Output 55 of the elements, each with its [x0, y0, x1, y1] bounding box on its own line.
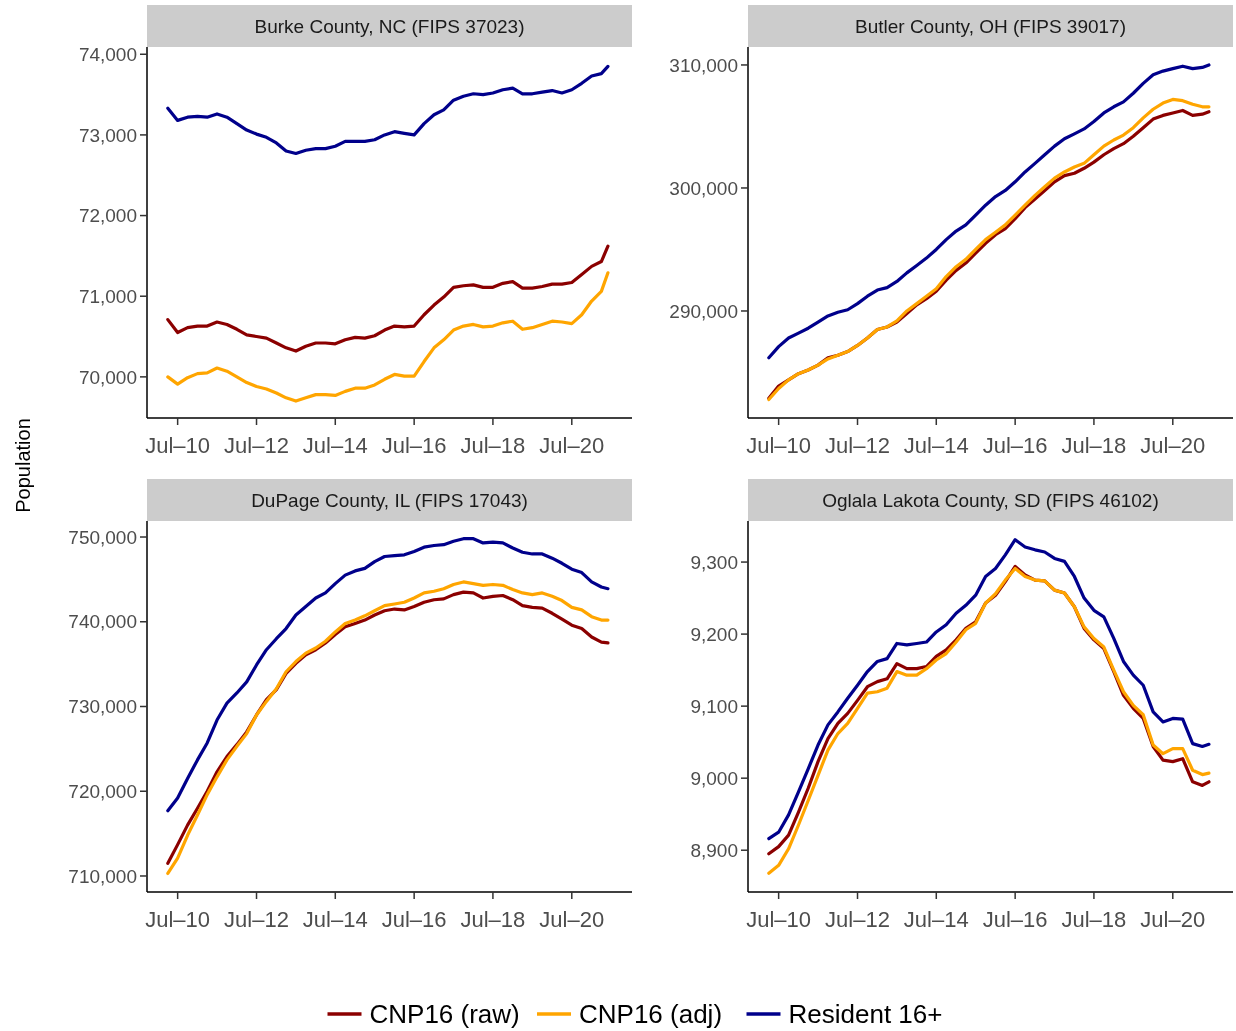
x-tick-label: Jul–16 [381, 433, 447, 458]
y-tick-label: 9,300 [690, 551, 738, 573]
y-tick-label: 290,000 [669, 300, 738, 322]
line-series [166, 537, 610, 813]
y-axis-title: Population [12, 418, 34, 513]
chart-title: Butler County, OH (FIPS 39017) [854, 16, 1127, 37]
x-tick-label: Jul–12 [224, 907, 289, 932]
y-tick-label: 73,000 [78, 124, 137, 146]
y-tick-label: 750,000 [68, 526, 137, 548]
x-tick-label: Jul–10 [145, 433, 211, 458]
x-tick-label: Jul–20 [1140, 433, 1206, 458]
y-tick-label: 310,000 [669, 54, 738, 76]
chart-title: Burke County, NC (FIPS 37023) [254, 16, 525, 37]
y-tick-label: 8,900 [690, 839, 738, 861]
x-tick-label: Jul–10 [746, 907, 812, 932]
x-tick-label: Jul–14 [302, 433, 368, 458]
chart-title: Oglala Lakota County, SD (FIPS 46102) [822, 490, 1159, 511]
x-tick-label: Jul–16 [381, 907, 447, 932]
x-tick-label: Jul–12 [224, 433, 289, 458]
x-tick-label: Jul–12 [825, 433, 890, 458]
x-tick-label: Jul–16 [982, 907, 1048, 932]
line-series [166, 271, 610, 403]
y-tick-label: 720,000 [68, 780, 137, 802]
x-tick-label: Jul–10 [145, 907, 211, 932]
legend-label: Resident 16+ [788, 999, 943, 1030]
legend-label: CNP16 (adj) [579, 999, 723, 1030]
x-tick-label: Jul–20 [539, 907, 605, 932]
x-tick-label: Jul–12 [825, 907, 890, 932]
x-tick-label: Jul–16 [982, 433, 1048, 458]
y-tick-label: 9,000 [690, 767, 738, 789]
chart-title: DuPage County, IL (FIPS 17043) [251, 490, 528, 511]
y-tick-label: 70,000 [78, 366, 137, 388]
x-tick-label: Jul–14 [302, 907, 368, 932]
x-tick-label: Jul–18 [460, 907, 526, 932]
y-tick-label: 71,000 [78, 285, 137, 307]
y-tick-label: 710,000 [68, 865, 137, 887]
x-tick-label: Jul–10 [746, 433, 812, 458]
y-tick-label: 9,200 [690, 623, 738, 645]
x-tick-label: Jul–20 [1140, 907, 1206, 932]
x-tick-label: Jul–18 [1061, 433, 1127, 458]
y-tick-label: 740,000 [68, 611, 137, 633]
y-tick-label: 9,100 [690, 695, 738, 717]
line-series [767, 63, 1211, 360]
x-tick-label: Jul–18 [460, 433, 526, 458]
y-tick-label: 730,000 [68, 696, 137, 718]
y-tick-label: 74,000 [78, 43, 137, 65]
line-series [166, 64, 610, 156]
line-series [166, 244, 610, 353]
y-tick-label: 72,000 [78, 205, 137, 227]
x-tick-label: Jul–20 [539, 433, 605, 458]
y-tick-label: 300,000 [669, 177, 738, 199]
x-tick-label: Jul–14 [903, 907, 969, 932]
x-tick-label: Jul–14 [903, 433, 969, 458]
x-tick-label: Jul–18 [1061, 907, 1127, 932]
legend-label: CNP16 (raw) [369, 999, 520, 1030]
